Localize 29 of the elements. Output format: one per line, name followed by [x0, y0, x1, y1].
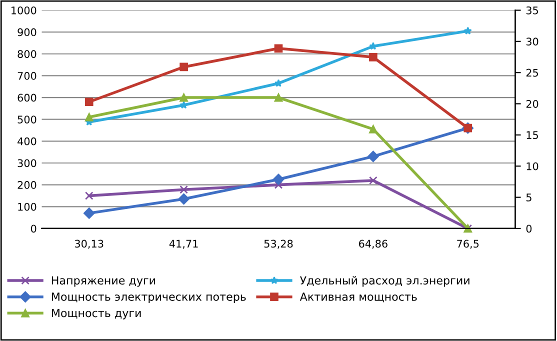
y2-tick-label: 15 [526, 131, 538, 140]
x-tick-label: 64,86 [359, 240, 388, 249]
legend-label: Мощность дуги [52, 308, 141, 320]
y-tick-label: 1000 [12, 6, 36, 14]
y2-tick-label: 10 [526, 162, 538, 170]
y-tick-label: 100 [18, 202, 36, 211]
y-tick-label: 300 [18, 159, 36, 168]
y2-tick-label: 0 [526, 224, 532, 233]
y2-tick-label: 30 [526, 38, 538, 46]
y2-tick-label: 25 [526, 68, 538, 77]
legend-label: Удельный расход эл.энергии [300, 276, 470, 287]
y2-tick-label: 35 [526, 6, 538, 14]
y-tick-label: 500 [18, 116, 36, 124]
y-tick-label: 0 [30, 224, 36, 233]
y-tick-label: 200 [18, 181, 36, 189]
x-tick-label: 53,28 [264, 240, 293, 249]
legend-label: Активная мощность [300, 292, 417, 302]
y-tick-label: 400 [18, 137, 36, 146]
y-tick-label: 700 [18, 72, 36, 80]
x-tick-label: 41,71 [169, 240, 198, 249]
y-tick-label: 900 [18, 28, 36, 36]
y2-tick-label: 5 [526, 194, 532, 202]
legend-label: Мощность электрических потерь [52, 292, 246, 304]
legend-label: Напряжение дуги [52, 276, 156, 287]
y-tick-label: 800 [18, 50, 36, 58]
x-tick-label: 76,5 [457, 240, 479, 249]
y-tick-label: 600 [18, 94, 36, 102]
x-tick-label: 30,13 [75, 240, 104, 249]
y2-tick-label: 20 [526, 100, 538, 108]
